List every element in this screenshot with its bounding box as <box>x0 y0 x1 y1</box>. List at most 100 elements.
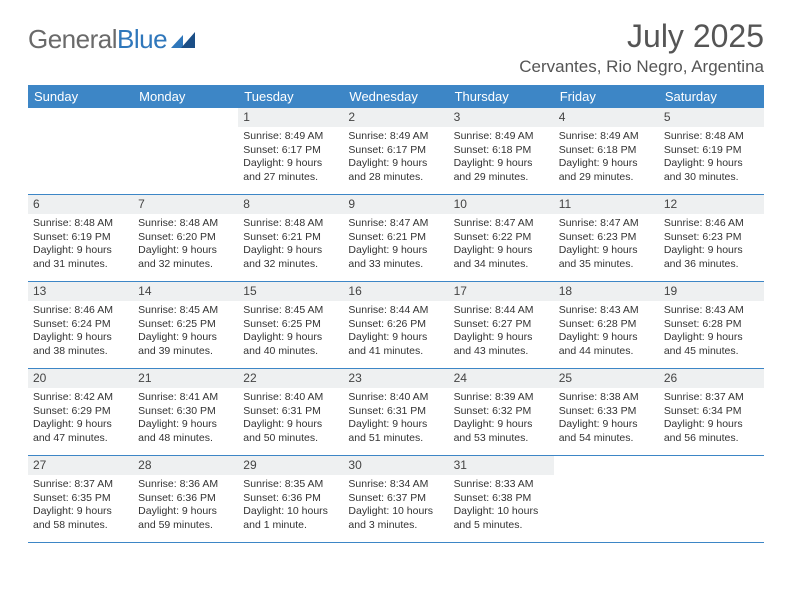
calendar-empty-cell <box>28 108 133 194</box>
sunrise-line: Sunrise: 8:48 AM <box>138 217 233 230</box>
brand-name: GeneralBlue <box>28 24 167 55</box>
dow-cell: Friday <box>554 85 659 108</box>
sunset-line: Sunset: 6:30 PM <box>138 405 233 418</box>
daylight-line: Daylight: 9 hours and 38 minutes. <box>33 331 128 358</box>
sunrise-line: Sunrise: 8:45 AM <box>243 304 338 317</box>
calendar-day: 26Sunrise: 8:37 AMSunset: 6:34 PMDayligh… <box>659 369 764 455</box>
day-number: 7 <box>133 195 238 214</box>
daylight-line: Daylight: 9 hours and 50 minutes. <box>243 418 338 445</box>
calendar-day: 2Sunrise: 8:49 AMSunset: 6:17 PMDaylight… <box>343 108 448 194</box>
sunset-line: Sunset: 6:22 PM <box>454 231 549 244</box>
daylight-line: Daylight: 9 hours and 53 minutes. <box>454 418 549 445</box>
daylight-line: Daylight: 10 hours and 5 minutes. <box>454 505 549 532</box>
brand-name-b: Blue <box>117 24 167 54</box>
dow-cell: Sunday <box>28 85 133 108</box>
sunrise-line: Sunrise: 8:39 AM <box>454 391 549 404</box>
daylight-line: Daylight: 9 hours and 35 minutes. <box>559 244 654 271</box>
daylight-line: Daylight: 9 hours and 41 minutes. <box>348 331 443 358</box>
day-number: 3 <box>449 108 554 127</box>
calendar-weeks: 1Sunrise: 8:49 AMSunset: 6:17 PMDaylight… <box>28 108 764 543</box>
sunset-line: Sunset: 6:29 PM <box>33 405 128 418</box>
sunset-line: Sunset: 6:36 PM <box>243 492 338 505</box>
calendar-day: 25Sunrise: 8:38 AMSunset: 6:33 PMDayligh… <box>554 369 659 455</box>
daylight-line: Daylight: 9 hours and 54 minutes. <box>559 418 654 445</box>
sunrise-line: Sunrise: 8:49 AM <box>348 130 443 143</box>
brand-logo: GeneralBlue <box>28 24 197 55</box>
sunset-line: Sunset: 6:17 PM <box>348 144 443 157</box>
day-number: 17 <box>449 282 554 301</box>
calendar-day: 6Sunrise: 8:48 AMSunset: 6:19 PMDaylight… <box>28 195 133 281</box>
day-number: 2 <box>343 108 448 127</box>
sunset-line: Sunset: 6:31 PM <box>348 405 443 418</box>
daylight-line: Daylight: 9 hours and 29 minutes. <box>454 157 549 184</box>
dow-cell: Tuesday <box>238 85 343 108</box>
daylight-line: Daylight: 9 hours and 40 minutes. <box>243 331 338 358</box>
sunset-line: Sunset: 6:21 PM <box>243 231 338 244</box>
sunrise-line: Sunrise: 8:35 AM <box>243 478 338 491</box>
sunset-line: Sunset: 6:33 PM <box>559 405 654 418</box>
sunrise-line: Sunrise: 8:40 AM <box>348 391 443 404</box>
sunrise-line: Sunrise: 8:49 AM <box>454 130 549 143</box>
sunrise-line: Sunrise: 8:43 AM <box>664 304 759 317</box>
sunset-line: Sunset: 6:18 PM <box>454 144 549 157</box>
day-number: 23 <box>343 369 448 388</box>
calendar-day: 22Sunrise: 8:40 AMSunset: 6:31 PMDayligh… <box>238 369 343 455</box>
day-number: 22 <box>238 369 343 388</box>
daylight-line: Daylight: 9 hours and 47 minutes. <box>33 418 128 445</box>
sunset-line: Sunset: 6:37 PM <box>348 492 443 505</box>
calendar: SundayMondayTuesdayWednesdayThursdayFrid… <box>28 85 764 543</box>
dow-cell: Wednesday <box>343 85 448 108</box>
sunrise-line: Sunrise: 8:43 AM <box>559 304 654 317</box>
sunrise-line: Sunrise: 8:47 AM <box>454 217 549 230</box>
day-number: 30 <box>343 456 448 475</box>
calendar-day: 23 Sunrise: 8:40 AMSunset: 6:31 PMDayligh… <box>343 369 448 455</box>
sunrise-line: Sunrise: 8:41 AM <box>138 391 233 404</box>
sunrise-line: Sunrise: 8:46 AM <box>33 304 128 317</box>
sunset-line: Sunset: 6:35 PM <box>33 492 128 505</box>
sunrise-line: Sunrise: 8:34 AM <box>348 478 443 491</box>
calendar-day: 24Sunrise: 8:39 AMSunset: 6:32 PMDayligh… <box>449 369 554 455</box>
day-number: 4 <box>554 108 659 127</box>
daylight-line: Daylight: 10 hours and 3 minutes. <box>348 505 443 532</box>
daylight-line: Daylight: 9 hours and 51 minutes. <box>348 418 443 445</box>
day-number: 8 <box>238 195 343 214</box>
calendar-week: 20Sunrise: 8:42 AMSunset: 6:29 PMDayligh… <box>28 369 764 456</box>
calendar-day: 27Sunrise: 8:37 AMSunset: 6:35 PMDayligh… <box>28 456 133 542</box>
day-number: 16 <box>343 282 448 301</box>
calendar-day: 4Sunrise: 8:49 AMSunset: 6:18 PMDaylight… <box>554 108 659 194</box>
calendar-day: 7Sunrise: 8:48 AMSunset: 6:20 PMDaylight… <box>133 195 238 281</box>
day-number: 27 <box>28 456 133 475</box>
day-number: 12 <box>659 195 764 214</box>
calendar-day: 10Sunrise: 8:47 AMSunset: 6:22 PMDayligh… <box>449 195 554 281</box>
day-number: 14 <box>133 282 238 301</box>
calendar-day: 15Sunrise: 8:45 AMSunset: 6:25 PMDayligh… <box>238 282 343 368</box>
sunrise-line: Sunrise: 8:49 AM <box>243 130 338 143</box>
day-number: 1 <box>238 108 343 127</box>
sunset-line: Sunset: 6:25 PM <box>243 318 338 331</box>
calendar-day: 21Sunrise: 8:41 AMSunset: 6:30 PMDayligh… <box>133 369 238 455</box>
sunset-line: Sunset: 6:26 PM <box>348 318 443 331</box>
daylight-line: Daylight: 9 hours and 30 minutes. <box>664 157 759 184</box>
calendar-day: 16Sunrise: 8:44 AMSunset: 6:26 PMDayligh… <box>343 282 448 368</box>
sunrise-line: Sunrise: 8:44 AM <box>454 304 549 317</box>
dow-cell: Thursday <box>449 85 554 108</box>
sunrise-line: Sunrise: 8:36 AM <box>138 478 233 491</box>
calendar-day: 20Sunrise: 8:42 AMSunset: 6:29 PMDayligh… <box>28 369 133 455</box>
calendar-day: 17Sunrise: 8:44 AMSunset: 6:27 PMDayligh… <box>449 282 554 368</box>
calendar-day: 31Sunrise: 8:33 AMSunset: 6:38 PMDayligh… <box>449 456 554 542</box>
calendar-day: 18Sunrise: 8:43 AMSunset: 6:28 PMDayligh… <box>554 282 659 368</box>
calendar-day: 12Sunrise: 8:46 AMSunset: 6:23 PMDayligh… <box>659 195 764 281</box>
sunrise-line: Sunrise: 8:33 AM <box>454 478 549 491</box>
daylight-line: Daylight: 9 hours and 33 minutes. <box>348 244 443 271</box>
day-number: 25 <box>554 369 659 388</box>
calendar-day: 9Sunrise: 8:47 AMSunset: 6:21 PMDaylight… <box>343 195 448 281</box>
sunset-line: Sunset: 6:19 PM <box>33 231 128 244</box>
sunset-line: Sunset: 6:34 PM <box>664 405 759 418</box>
calendar-day: 11Sunrise: 8:47 AMSunset: 6:23 PMDayligh… <box>554 195 659 281</box>
daylight-line: Daylight: 9 hours and 44 minutes. <box>559 331 654 358</box>
sunset-line: Sunset: 6:28 PM <box>664 318 759 331</box>
calendar-empty-cell <box>554 456 659 542</box>
calendar-week: 1Sunrise: 8:49 AMSunset: 6:17 PMDaylight… <box>28 108 764 195</box>
sunset-line: Sunset: 6:38 PM <box>454 492 549 505</box>
daylight-line: Daylight: 9 hours and 58 minutes. <box>33 505 128 532</box>
